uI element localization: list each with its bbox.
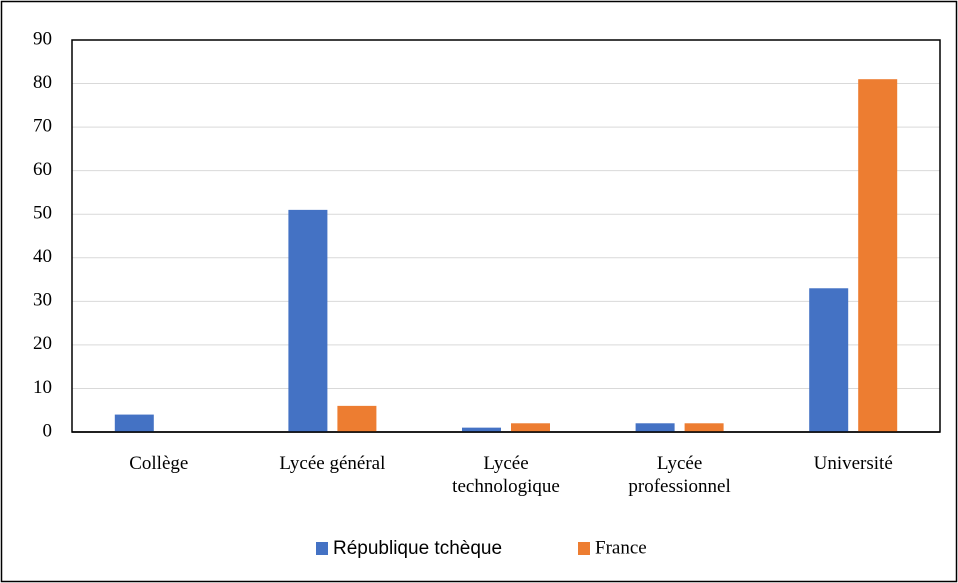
y-tick-label: 60 <box>33 159 52 180</box>
bar <box>635 423 675 432</box>
bar <box>288 209 328 432</box>
y-tick-label: 90 <box>33 28 52 49</box>
bar <box>337 405 377 432</box>
bar <box>858 79 898 432</box>
x-tick-label: Université <box>813 453 893 474</box>
bar <box>511 423 550 432</box>
x-tick-label: Collège <box>129 453 189 474</box>
bar <box>462 427 501 432</box>
legend-label: République tchèque <box>333 538 502 559</box>
y-tick-label: 40 <box>33 246 52 267</box>
bar <box>114 414 154 432</box>
x-tick-label: Lycée professionnel <box>628 453 731 497</box>
y-tick-label: 50 <box>33 203 52 224</box>
y-tick-label: 20 <box>33 333 52 354</box>
y-tick-label: 80 <box>33 72 52 93</box>
y-tick-label: 10 <box>33 377 52 398</box>
legend-swatch <box>578 542 590 555</box>
x-tick-label: Lycée technologique <box>452 453 560 497</box>
y-tick-label: 30 <box>33 290 52 311</box>
x-tick-label: Lycée général <box>279 453 386 474</box>
bar <box>684 423 724 432</box>
legend-swatch <box>316 542 328 555</box>
legend-label: France <box>595 537 647 558</box>
bar <box>809 288 849 432</box>
y-tick-label: 70 <box>33 115 52 136</box>
y-tick-label: 0 <box>43 420 53 441</box>
